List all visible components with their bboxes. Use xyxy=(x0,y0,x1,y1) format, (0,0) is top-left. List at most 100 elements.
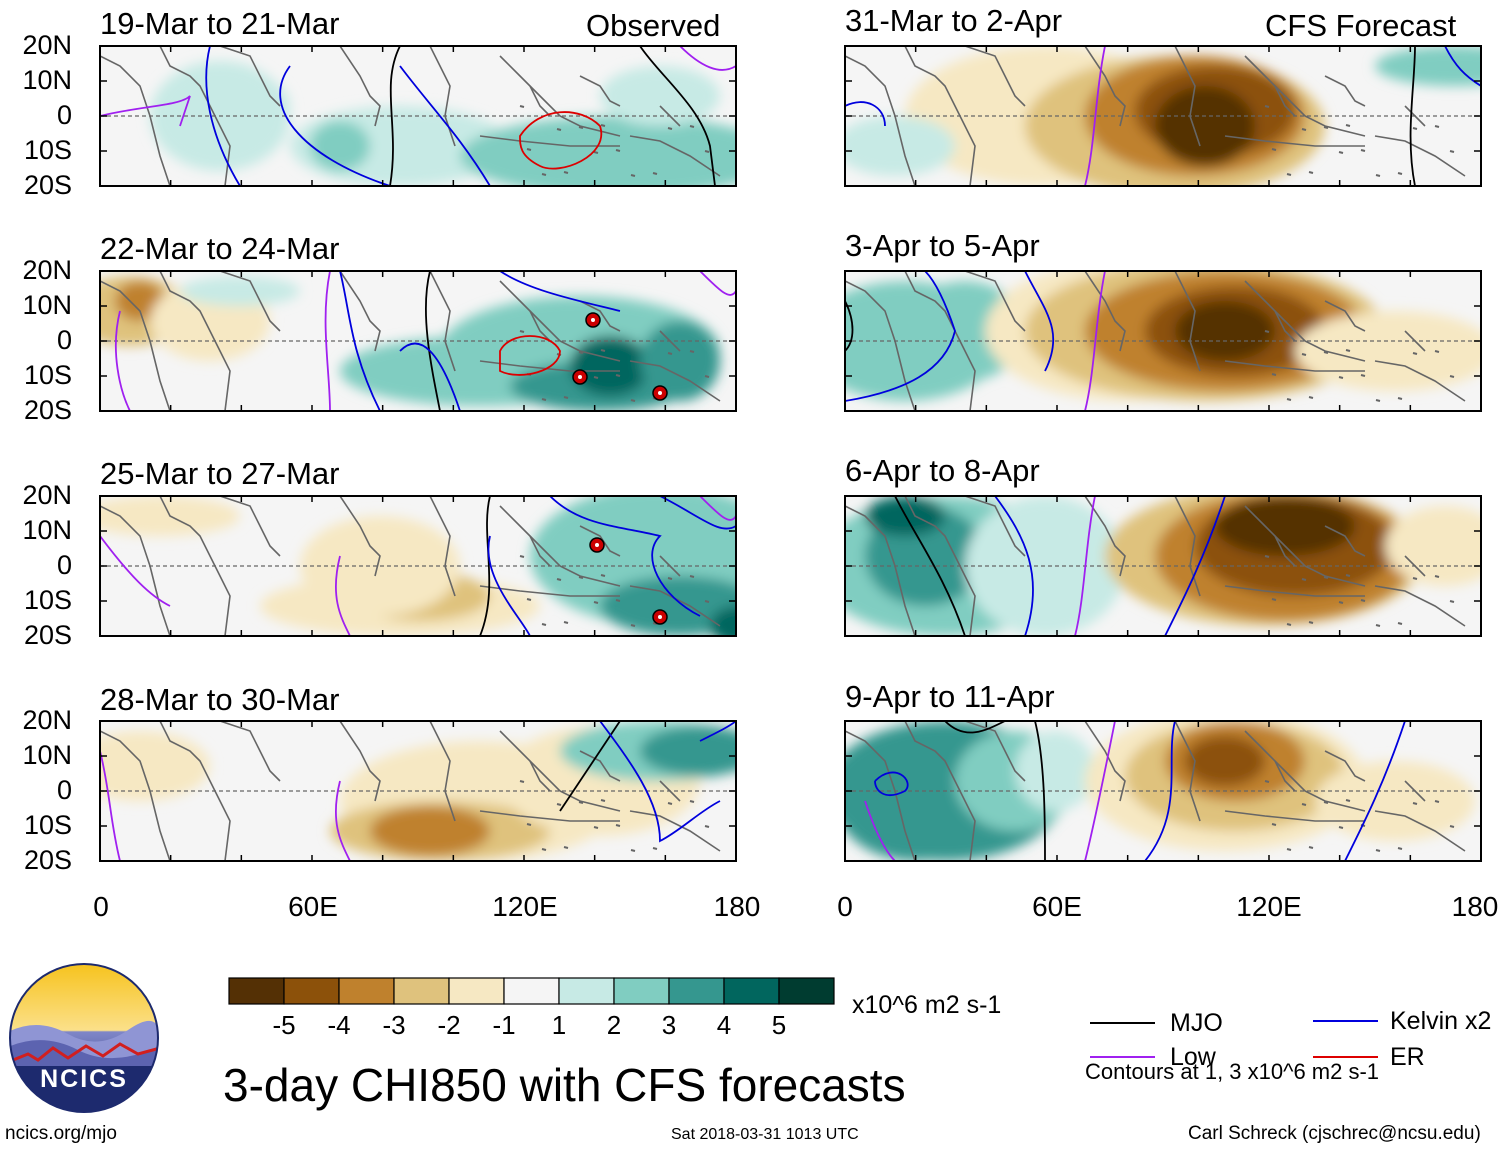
island xyxy=(1375,174,1381,177)
anomaly-shading xyxy=(845,271,1481,401)
coastline xyxy=(1174,721,1201,822)
cyclone-icon xyxy=(652,609,668,625)
island xyxy=(652,172,658,175)
observed-label: Observed xyxy=(586,8,721,43)
coastline xyxy=(529,760,551,792)
island xyxy=(1264,105,1270,108)
coastlines xyxy=(100,496,721,636)
legend-low: Low xyxy=(1170,1043,1216,1071)
contour-note: Contours at 1, 3 x10^6 m2 s-1 xyxy=(1085,1059,1380,1084)
panel-title-5: 31-Mar to 2-Apr xyxy=(845,3,1063,38)
island xyxy=(1286,848,1292,851)
island xyxy=(652,847,658,850)
island xyxy=(1308,171,1314,174)
low-contour xyxy=(679,46,736,71)
kel-contour xyxy=(994,496,1034,636)
anomaly-region xyxy=(1015,731,1095,811)
anomaly-shading xyxy=(100,276,720,411)
coastline xyxy=(1274,85,1296,117)
coastline xyxy=(629,360,721,402)
colorbar xyxy=(228,977,835,1005)
island xyxy=(1271,598,1277,601)
colorbar-label-7: 2 xyxy=(606,1010,622,1040)
coastline xyxy=(1084,271,1126,352)
island xyxy=(1286,398,1292,401)
colorbar-label-10: 5 xyxy=(771,1010,787,1040)
map-panel-5 xyxy=(844,45,1482,187)
island xyxy=(689,800,695,803)
er-contour xyxy=(499,335,561,376)
lon-label-0-left: 0 xyxy=(93,891,109,922)
mjo-contour xyxy=(479,496,491,636)
mjo-contour xyxy=(1034,721,1046,861)
island xyxy=(519,780,525,783)
panel-title-8: 9-Apr to 11-Apr xyxy=(845,679,1055,714)
lon-label-120e-right: 120E xyxy=(1236,891,1302,922)
site-link[interactable]: ncics.org/mjo xyxy=(5,1123,117,1144)
colorbar-swatch-5 xyxy=(448,977,505,1005)
anomaly-region xyxy=(640,321,720,401)
anomaly-region xyxy=(460,116,736,186)
lat-label-0: 0 xyxy=(56,775,72,805)
colorbar-swatch-6 xyxy=(503,977,560,1005)
map-panel-6 xyxy=(844,270,1482,412)
island xyxy=(600,124,606,127)
island xyxy=(667,802,673,805)
coastline xyxy=(1084,496,1126,577)
island xyxy=(652,622,658,625)
map-panel-8 xyxy=(844,720,1482,862)
kel-contour xyxy=(487,535,531,636)
forecast-label: CFS Forecast xyxy=(1265,8,1457,43)
island xyxy=(1397,172,1403,175)
coastline xyxy=(964,46,1026,107)
panel-title-4: 28-Mar to 30-Mar xyxy=(100,682,340,717)
island xyxy=(541,623,547,626)
island xyxy=(1271,148,1277,151)
mjo-contour xyxy=(389,46,401,186)
coastline xyxy=(845,505,916,636)
coastline xyxy=(845,496,976,636)
coastline xyxy=(1374,810,1466,852)
coastline xyxy=(100,46,231,186)
cyclone-icon xyxy=(585,312,601,328)
anomaly-region xyxy=(600,576,736,636)
coastline xyxy=(429,496,456,597)
kel-contour xyxy=(205,46,241,186)
coastline xyxy=(100,271,231,411)
island xyxy=(615,599,621,602)
coastline xyxy=(629,810,721,852)
island xyxy=(615,149,621,152)
coastline xyxy=(339,271,381,352)
legend-kelvin: Kelvin x2 xyxy=(1390,1007,1492,1035)
coastline xyxy=(529,85,551,117)
anomaly-region xyxy=(1155,86,1255,166)
anomaly-region xyxy=(1175,301,1275,361)
colorbar-label-4: -2 xyxy=(437,1010,461,1040)
anomaly-region xyxy=(965,496,1125,636)
coastline xyxy=(845,730,916,861)
coastline xyxy=(579,300,621,332)
mjo-contour xyxy=(894,496,966,636)
island xyxy=(519,330,525,333)
coastlines xyxy=(845,496,1466,636)
anomaly-region xyxy=(710,606,736,636)
kel-contour xyxy=(1344,721,1406,861)
coastline xyxy=(964,721,1026,782)
legend-lines xyxy=(1090,1020,1378,1058)
anomaly-region xyxy=(845,116,955,176)
kel-contour xyxy=(845,271,956,402)
island xyxy=(1449,375,1455,378)
low-contour xyxy=(100,535,171,607)
anomaly-region xyxy=(570,336,650,396)
colorbar-swatch-8 xyxy=(613,977,670,1005)
coastline xyxy=(845,280,916,411)
coastline xyxy=(579,75,621,107)
island xyxy=(1264,555,1270,558)
lat-label-20s: 20S xyxy=(23,620,72,650)
map-panels xyxy=(99,45,1482,862)
island xyxy=(600,574,606,577)
coastline xyxy=(1324,75,1366,107)
coastline xyxy=(429,721,456,822)
island xyxy=(541,398,547,401)
anomaly-region xyxy=(1315,761,1475,841)
